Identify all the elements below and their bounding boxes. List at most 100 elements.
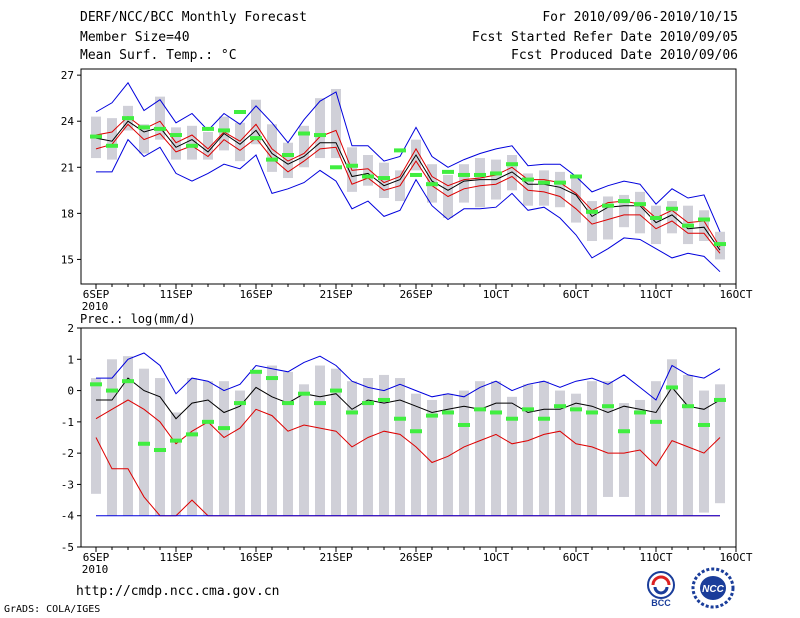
prec-marker [586,410,598,415]
temp-marker [106,143,118,148]
temp-y-tick-label: 18 [61,207,74,220]
temp-marker [314,133,326,138]
prec-spread-box [91,378,101,494]
temp-marker [602,203,614,208]
temp-marker [618,199,630,204]
prec-spread-box [379,374,389,516]
temp-spread-box [523,173,533,206]
temp-line-upper-blue [95,81,721,232]
prec-marker [218,426,230,431]
member-size-label: Member Size=40 [80,30,190,45]
temp-spread-box [651,205,661,245]
temp-marker [490,171,502,176]
prec-spread-box [267,365,277,516]
prec-spread-box [571,393,581,516]
prec-spread-box [459,390,469,516]
temp-marker [586,209,598,214]
prec-y-tick-label: -2 [61,447,74,460]
prec-y-tick-label: 0 [67,385,74,398]
temp-x-tick-label: 6SEP [83,288,110,301]
temp-spread-box [475,158,485,208]
prec-y-tick-label: -4 [61,510,75,523]
temp-marker [234,110,246,114]
temp-line-ensemble-mean [95,120,721,251]
prec-marker [202,419,214,424]
prec-marker [570,407,582,412]
temp-spread-box [555,171,565,208]
prec-spread-box [411,393,421,516]
temperature-panel: 15 18 21 24 27 6SEP 11SEP 16SEP 21SEP 26SEP 1OCT 6O… [61,68,753,313]
temp-spread-box [379,162,389,198]
temp-spread-box [107,118,117,160]
temp-marker [170,133,182,138]
temp-spread-box [635,191,645,234]
temp-spread-box [507,155,517,191]
temp-spread-box [587,201,597,241]
prec-marker [90,382,102,387]
prec-spread-box [395,378,405,516]
prec-marker [266,376,278,381]
temp-spread-box [155,96,165,140]
fcst-produced-date: Fcst Produced Date 2010/09/06 [511,48,738,63]
prec-x-tick-label: 21SEP [319,551,352,564]
prec-marker [618,429,630,434]
prec-marker [650,419,662,424]
source-url[interactable]: http://cmdp.ncc.cma.gov.cn [76,584,280,599]
prec-marker [394,416,406,421]
prec-marker [138,441,150,446]
temp-marker [570,174,582,179]
prec-marker [666,385,678,390]
chart-title: DERF/NCC/BCC Monthly Forecast [80,10,307,25]
prec-x-tick-label: 26SEP [399,551,432,564]
prec-marker [442,410,454,415]
prec-spread-box [187,378,197,516]
prec-marker [458,422,470,427]
temp-marker [218,128,230,133]
prec-x-tick-label: 6SEP [83,551,110,564]
prec-marker [682,404,694,409]
prec-spread-box [251,371,261,516]
temp-x-tick-label: 21SEP [319,288,352,301]
temp-x-tick-label: 26SEP [399,288,432,301]
prec-spread-box [171,412,181,516]
prec-spread-box [699,390,709,513]
temp-marker [282,153,294,157]
temp-marker [442,169,454,174]
prec-spread-box [683,374,693,516]
temp-marker [522,177,534,182]
prec-marker [506,416,518,421]
prec-spread-box [619,403,629,497]
temp-marker [682,223,694,228]
temp-spread-box [331,88,341,159]
temp-marker [186,143,198,148]
forecast-period: For 2010/09/06-2010/10/15 [542,10,738,25]
temp-marker [202,126,214,131]
prec-marker [250,369,262,374]
temp-y-tick-label: 21 [61,161,74,174]
prec-marker [106,388,118,393]
temp-plot-frame [80,68,737,285]
temp-spread-box [459,164,469,203]
prec-marker [154,448,166,453]
temp-marker [122,116,134,121]
temp-x-tick-label: 1OCT [483,288,510,301]
temp-spread-box [539,170,549,206]
prec-x-tick-label: 1OCT [483,551,510,564]
prec-spread-box [363,378,373,516]
temp-x-tick-label: 16OCT [719,288,752,301]
temp-spread-box [571,176,581,223]
bcc-logo: BCC [647,571,675,608]
temp-marker [458,172,470,177]
prec-spread-box [299,384,309,516]
prec-spread-box [715,384,725,504]
variable-label: Mean Surf. Temp.: °C [80,48,237,63]
temp-spread-box [283,142,293,179]
temp-marker [714,242,726,247]
temp-spread-box [315,98,325,159]
temp-marker [138,125,150,130]
temp-x-year-label: 2010 [82,300,109,313]
prec-spread-box [555,390,565,516]
temp-spread-box [619,194,629,228]
prec-marker [298,391,310,396]
